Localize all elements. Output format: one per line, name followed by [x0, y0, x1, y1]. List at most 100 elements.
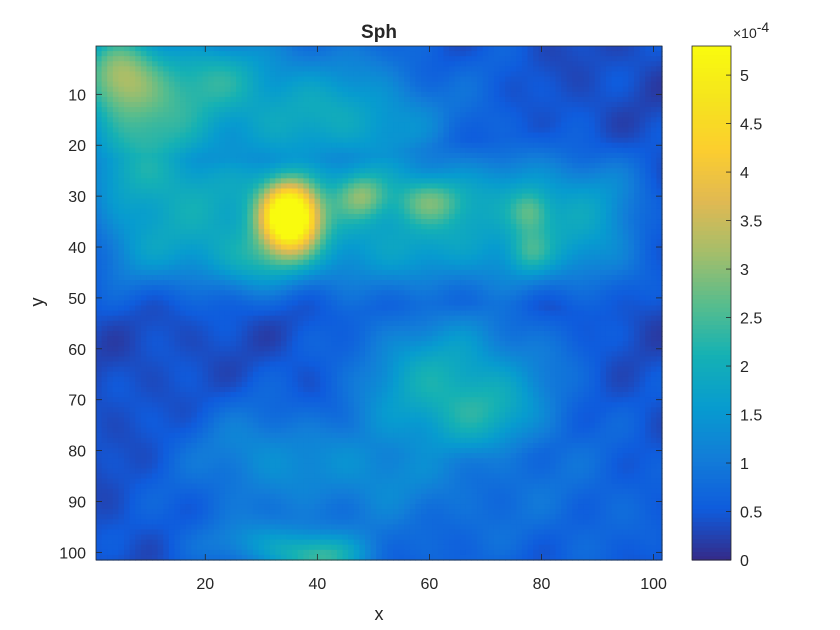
heatmap-cell [589, 259, 596, 266]
heatmap-cell [364, 107, 372, 113]
heatmap-cell [230, 290, 237, 296]
heatmap-cell [622, 269, 629, 276]
heatmap-cell [566, 280, 573, 286]
heatmap-cell [589, 285, 596, 291]
heatmap-cell [348, 198, 355, 205]
heatmap-cell [135, 137, 142, 144]
heatmap-cell [219, 188, 226, 195]
heatmap-cell [645, 147, 652, 154]
heatmap-cell [152, 280, 159, 286]
heatmap-cell [208, 163, 215, 169]
heatmap-cell [465, 193, 473, 200]
heatmap-cell [252, 76, 260, 83]
heatmap-cell [297, 163, 304, 169]
heatmap-cell [516, 71, 523, 78]
heatmap-cell [252, 96, 260, 103]
heatmap-cell [146, 117, 153, 123]
heatmap-cell [174, 117, 181, 123]
heatmap-cell [118, 96, 125, 103]
heatmap-cell [112, 137, 120, 144]
heatmap-cell [454, 91, 461, 98]
heatmap-cell [398, 147, 405, 154]
heatmap-cell [499, 101, 506, 108]
heatmap-cell [387, 122, 394, 129]
heatmap-cell [280, 295, 288, 302]
heatmap-cell [297, 66, 304, 73]
heatmap-cell [185, 295, 192, 302]
heatmap-cell [409, 239, 417, 246]
heatmap-cell [297, 290, 304, 296]
heatmap-cell [477, 152, 484, 159]
heatmap-cell [398, 183, 405, 190]
heatmap-cell [269, 290, 276, 296]
heatmap-cell [129, 213, 136, 220]
heatmap-cell [639, 198, 646, 205]
heatmap-cell [140, 46, 148, 52]
heatmap-cell [544, 254, 551, 261]
heatmap-cell [185, 224, 192, 230]
heatmap-cell [236, 137, 243, 144]
heatmap-cell [471, 157, 478, 164]
heatmap-cell [353, 101, 360, 108]
heatmap-cell [107, 239, 114, 246]
heatmap-cell [600, 254, 607, 261]
heatmap-cell [544, 198, 551, 205]
heatmap-cell [364, 203, 372, 210]
heatmap-cell [493, 178, 501, 185]
heatmap-cell [437, 198, 445, 205]
heatmap-cell [264, 127, 271, 134]
heatmap-cell [163, 264, 170, 271]
heatmap-cell [611, 112, 618, 118]
heatmap-cell [521, 122, 529, 129]
heatmap-cell [180, 107, 187, 113]
heatmap-cell [555, 178, 562, 185]
heatmap-cell [605, 152, 613, 159]
heatmap-cell [118, 51, 125, 57]
heatmap-cell [645, 76, 652, 83]
heatmap-cell [471, 147, 478, 154]
heatmap-cell [331, 157, 338, 164]
heatmap-cell [437, 193, 445, 200]
heatmap-cell [454, 122, 461, 129]
heatmap-cell [549, 173, 557, 179]
heatmap-cell [566, 178, 573, 185]
heatmap-cell [583, 81, 590, 88]
heatmap-cell [443, 46, 450, 52]
heatmap-cell [471, 76, 478, 83]
heatmap-cell [241, 137, 248, 144]
heatmap-cell [482, 198, 489, 205]
heatmap-cell [230, 152, 237, 159]
heatmap-cell [224, 254, 232, 261]
heatmap-cell [471, 249, 478, 256]
heatmap-cell [398, 269, 405, 276]
heatmap-cell [180, 91, 187, 98]
heatmap-cell [617, 66, 624, 73]
heatmap-cell [516, 142, 523, 149]
heatmap-cell [152, 213, 159, 220]
heatmap-cell [437, 137, 445, 144]
heatmap-cell [370, 142, 377, 149]
heatmap-cell [600, 61, 607, 67]
heatmap-cell [230, 285, 237, 291]
heatmap-cell [645, 137, 652, 144]
heatmap-cell [213, 112, 220, 118]
heatmap-cell [230, 213, 237, 220]
heatmap-cell [516, 249, 523, 256]
heatmap-cell [320, 127, 327, 134]
heatmap-cell [314, 127, 321, 134]
heatmap-cell [421, 147, 428, 154]
heatmap-cell [224, 229, 232, 235]
heatmap-cell [650, 66, 657, 73]
heatmap-cell [258, 203, 265, 210]
heatmap-cell [516, 254, 523, 261]
heatmap-cell [202, 91, 209, 98]
heatmap-cell [633, 244, 641, 251]
heatmap-cell [617, 91, 624, 98]
heatmap-cell [555, 244, 562, 251]
heatmap-cell [264, 239, 271, 246]
heatmap-cell [387, 142, 394, 149]
heatmap-cell [572, 280, 579, 286]
heatmap-cell [421, 152, 428, 159]
heatmap-cell [488, 51, 495, 57]
heatmap-cell [516, 112, 523, 118]
